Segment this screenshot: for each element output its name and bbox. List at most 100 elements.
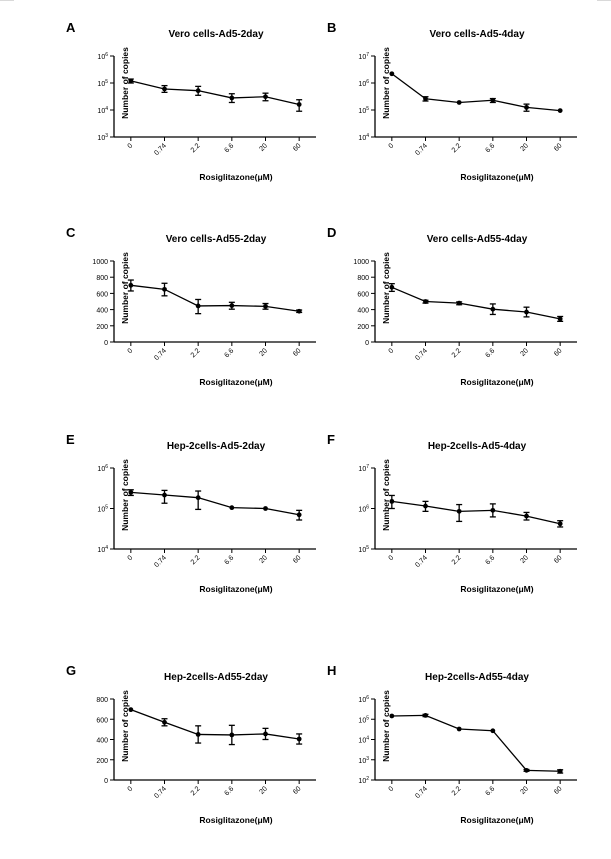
y-tick-label: 400 (96, 308, 108, 315)
data-point (162, 492, 167, 498)
x-tick-label: 6.6 (484, 785, 496, 797)
panel-letter: D (327, 225, 337, 240)
x-tick-label: 0 (388, 142, 396, 150)
y-tick-label: 107 (358, 52, 369, 61)
data-point (490, 728, 496, 734)
series-line (391, 714, 561, 772)
x-axis-label: Rosiglitazone(μM) (460, 815, 534, 825)
chart-title: Hep-2cells-Ad55-4day (425, 672, 529, 683)
data-point (490, 97, 496, 103)
x-tick-label: 60 (292, 142, 303, 153)
data-point (263, 506, 268, 511)
x-tick-label: 20 (519, 554, 530, 565)
data-point (296, 102, 302, 107)
panel-letter: G (66, 663, 77, 678)
data-point (229, 732, 235, 738)
plot-area: 104 105 106 0 0.74 2.2 6.6 20 60 (97, 464, 316, 569)
series-line (391, 500, 561, 525)
x-tick-label: 0.74 (414, 347, 429, 362)
data-point (423, 96, 428, 102)
y-tick-label: 105 (358, 715, 369, 724)
data-point (229, 95, 235, 101)
x-tick-label: 60 (292, 347, 303, 358)
x-tick-label: 6.6 (223, 347, 235, 359)
x-tick-label: 6.6 (484, 347, 496, 359)
y-tick-label: 800 (96, 275, 108, 282)
chart-panel-d: D Vero cells-Ad55-4day Number of copies … (327, 225, 577, 387)
x-axis-label: Rosiglitazone(μM) (199, 584, 273, 594)
x-tick-label: 2.2 (451, 785, 463, 797)
data-point (296, 736, 302, 742)
x-tick-label: 60 (553, 142, 564, 153)
y-tick-label: 103 (358, 756, 369, 765)
y-tick-label: 1000 (353, 259, 369, 266)
x-tick-label: 6.6 (484, 142, 496, 154)
series-line (130, 491, 300, 516)
chart-panel-b: B Vero cells-Ad5-4day Number of copies R… (327, 20, 577, 182)
data-point (389, 71, 395, 77)
data-point (195, 732, 201, 737)
data-point (296, 308, 302, 314)
series-line (130, 284, 300, 312)
x-tick-label: 0 (127, 347, 135, 355)
y-tick-label: 106 (358, 505, 369, 514)
data-point (195, 495, 201, 501)
chart-title: Vero cells-Ad5-4day (429, 29, 525, 40)
chart-title: Vero cells-Ad5-2day (168, 29, 264, 40)
y-tick-label: 102 (358, 776, 369, 785)
y-tick-label: 104 (97, 106, 108, 115)
y-tick-label: 0 (365, 340, 369, 347)
plot-area: 104 105 106 107 0 0.74 2.2 6.6 20 60 (358, 52, 577, 157)
y-tick-label: 105 (97, 505, 108, 514)
y-tick-label: 400 (357, 308, 369, 315)
plot-area: 102 103 104 105 106 0 0.74 2.2 6.6 20 60 (358, 695, 577, 800)
panel-letter: H (327, 663, 337, 678)
data-point (524, 104, 529, 110)
data-point (162, 86, 167, 92)
x-tick-label: 0 (388, 347, 396, 355)
plot-area: 0 200 400 600 800 0 0.74 2.2 6.6 20 60 (96, 697, 316, 800)
plot-area: 0 200 400 600 800 1000 0 0.74 2.2 6.6 20 60 (353, 259, 577, 362)
x-tick-label: 60 (292, 554, 303, 565)
series-line (391, 286, 561, 320)
data-point (423, 299, 428, 304)
x-tick-label: 0.74 (414, 142, 429, 157)
y-tick-label: 600 (357, 291, 369, 298)
y-tick-label: 800 (96, 697, 108, 704)
y-tick-label: 600 (96, 717, 108, 724)
series-line (130, 709, 300, 740)
chart-panel-h: H Hep-2cells-Ad55-4day Number of copies … (327, 663, 577, 825)
x-tick-label: 6.6 (223, 554, 235, 566)
series-line (130, 80, 300, 106)
data-point (128, 78, 134, 84)
series-line (391, 73, 561, 112)
x-axis-label: Rosiglitazone(μM) (460, 172, 534, 182)
x-tick-label: 0.74 (153, 347, 168, 362)
y-tick-label: 104 (358, 736, 369, 745)
x-tick-label: 0.74 (153, 142, 168, 157)
x-tick-label: 2.2 (190, 142, 202, 154)
y-tick-label: 105 (358, 545, 369, 554)
y-tick-label: 200 (357, 324, 369, 331)
y-tick-label: 105 (97, 79, 108, 88)
y-tick-label: 0 (104, 778, 108, 785)
x-tick-label: 0 (127, 142, 135, 150)
x-tick-label: 0 (127, 554, 135, 562)
plot-area: 105 106 107 0 0.74 2.2 6.6 20 60 (358, 464, 577, 569)
data-point (557, 521, 563, 527)
plot-area: 103 104 105 106 0 0.74 2.2 6.6 20 60 (97, 52, 316, 157)
x-tick-label: 20 (258, 347, 269, 358)
chart-title: Hep-2cells-Ad5-4day (427, 441, 527, 452)
data-point (263, 731, 268, 737)
y-tick-label: 107 (358, 464, 369, 473)
x-tick-label: 2.2 (190, 785, 202, 797)
data-point (229, 505, 235, 511)
x-tick-label: 0 (127, 785, 135, 793)
x-tick-label: 20 (519, 142, 530, 153)
data-point (389, 284, 395, 290)
data-point (423, 503, 428, 509)
y-tick-label: 105 (358, 106, 369, 115)
data-point (389, 713, 395, 719)
data-point (423, 712, 428, 718)
x-tick-label: 20 (258, 554, 269, 565)
